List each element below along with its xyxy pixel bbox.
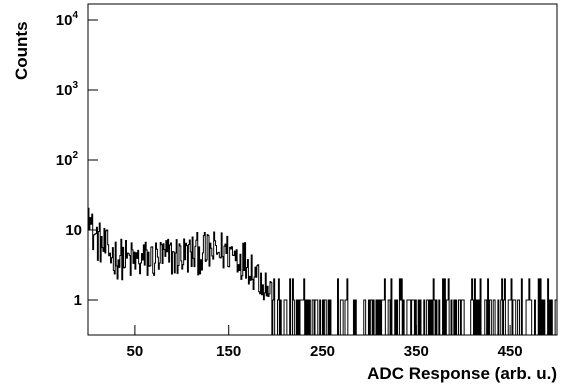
histogram-bins xyxy=(87,187,557,336)
plot-frame xyxy=(87,3,558,336)
y-tick-label-3: 103 xyxy=(56,80,79,99)
y-tick-label-0: 1 xyxy=(74,292,82,309)
x-axis-title: ADC Response (arb. u.) xyxy=(367,364,557,383)
x-tick-label-3: 350 xyxy=(404,343,429,360)
y-tick-label-1: 10 xyxy=(65,222,82,239)
x-tick-label-2: 250 xyxy=(310,343,335,360)
y-tick-label-4: 104 xyxy=(56,10,79,29)
y-axis-ticks: 1 10 102 103 104 xyxy=(56,10,98,309)
plot-area: 50 150 250 350 450 1 10 102 103 104 xyxy=(56,3,558,360)
x-axis-ticks: 50 150 250 350 450 xyxy=(127,325,523,360)
x-tick-label-1: 150 xyxy=(216,343,241,360)
x-tick-label-4: 450 xyxy=(498,343,523,360)
y-axis-title: Counts xyxy=(12,21,31,80)
x-tick-label-0: 50 xyxy=(127,343,144,360)
histogram-series xyxy=(87,187,557,336)
y-tick-label-2: 102 xyxy=(56,150,79,169)
